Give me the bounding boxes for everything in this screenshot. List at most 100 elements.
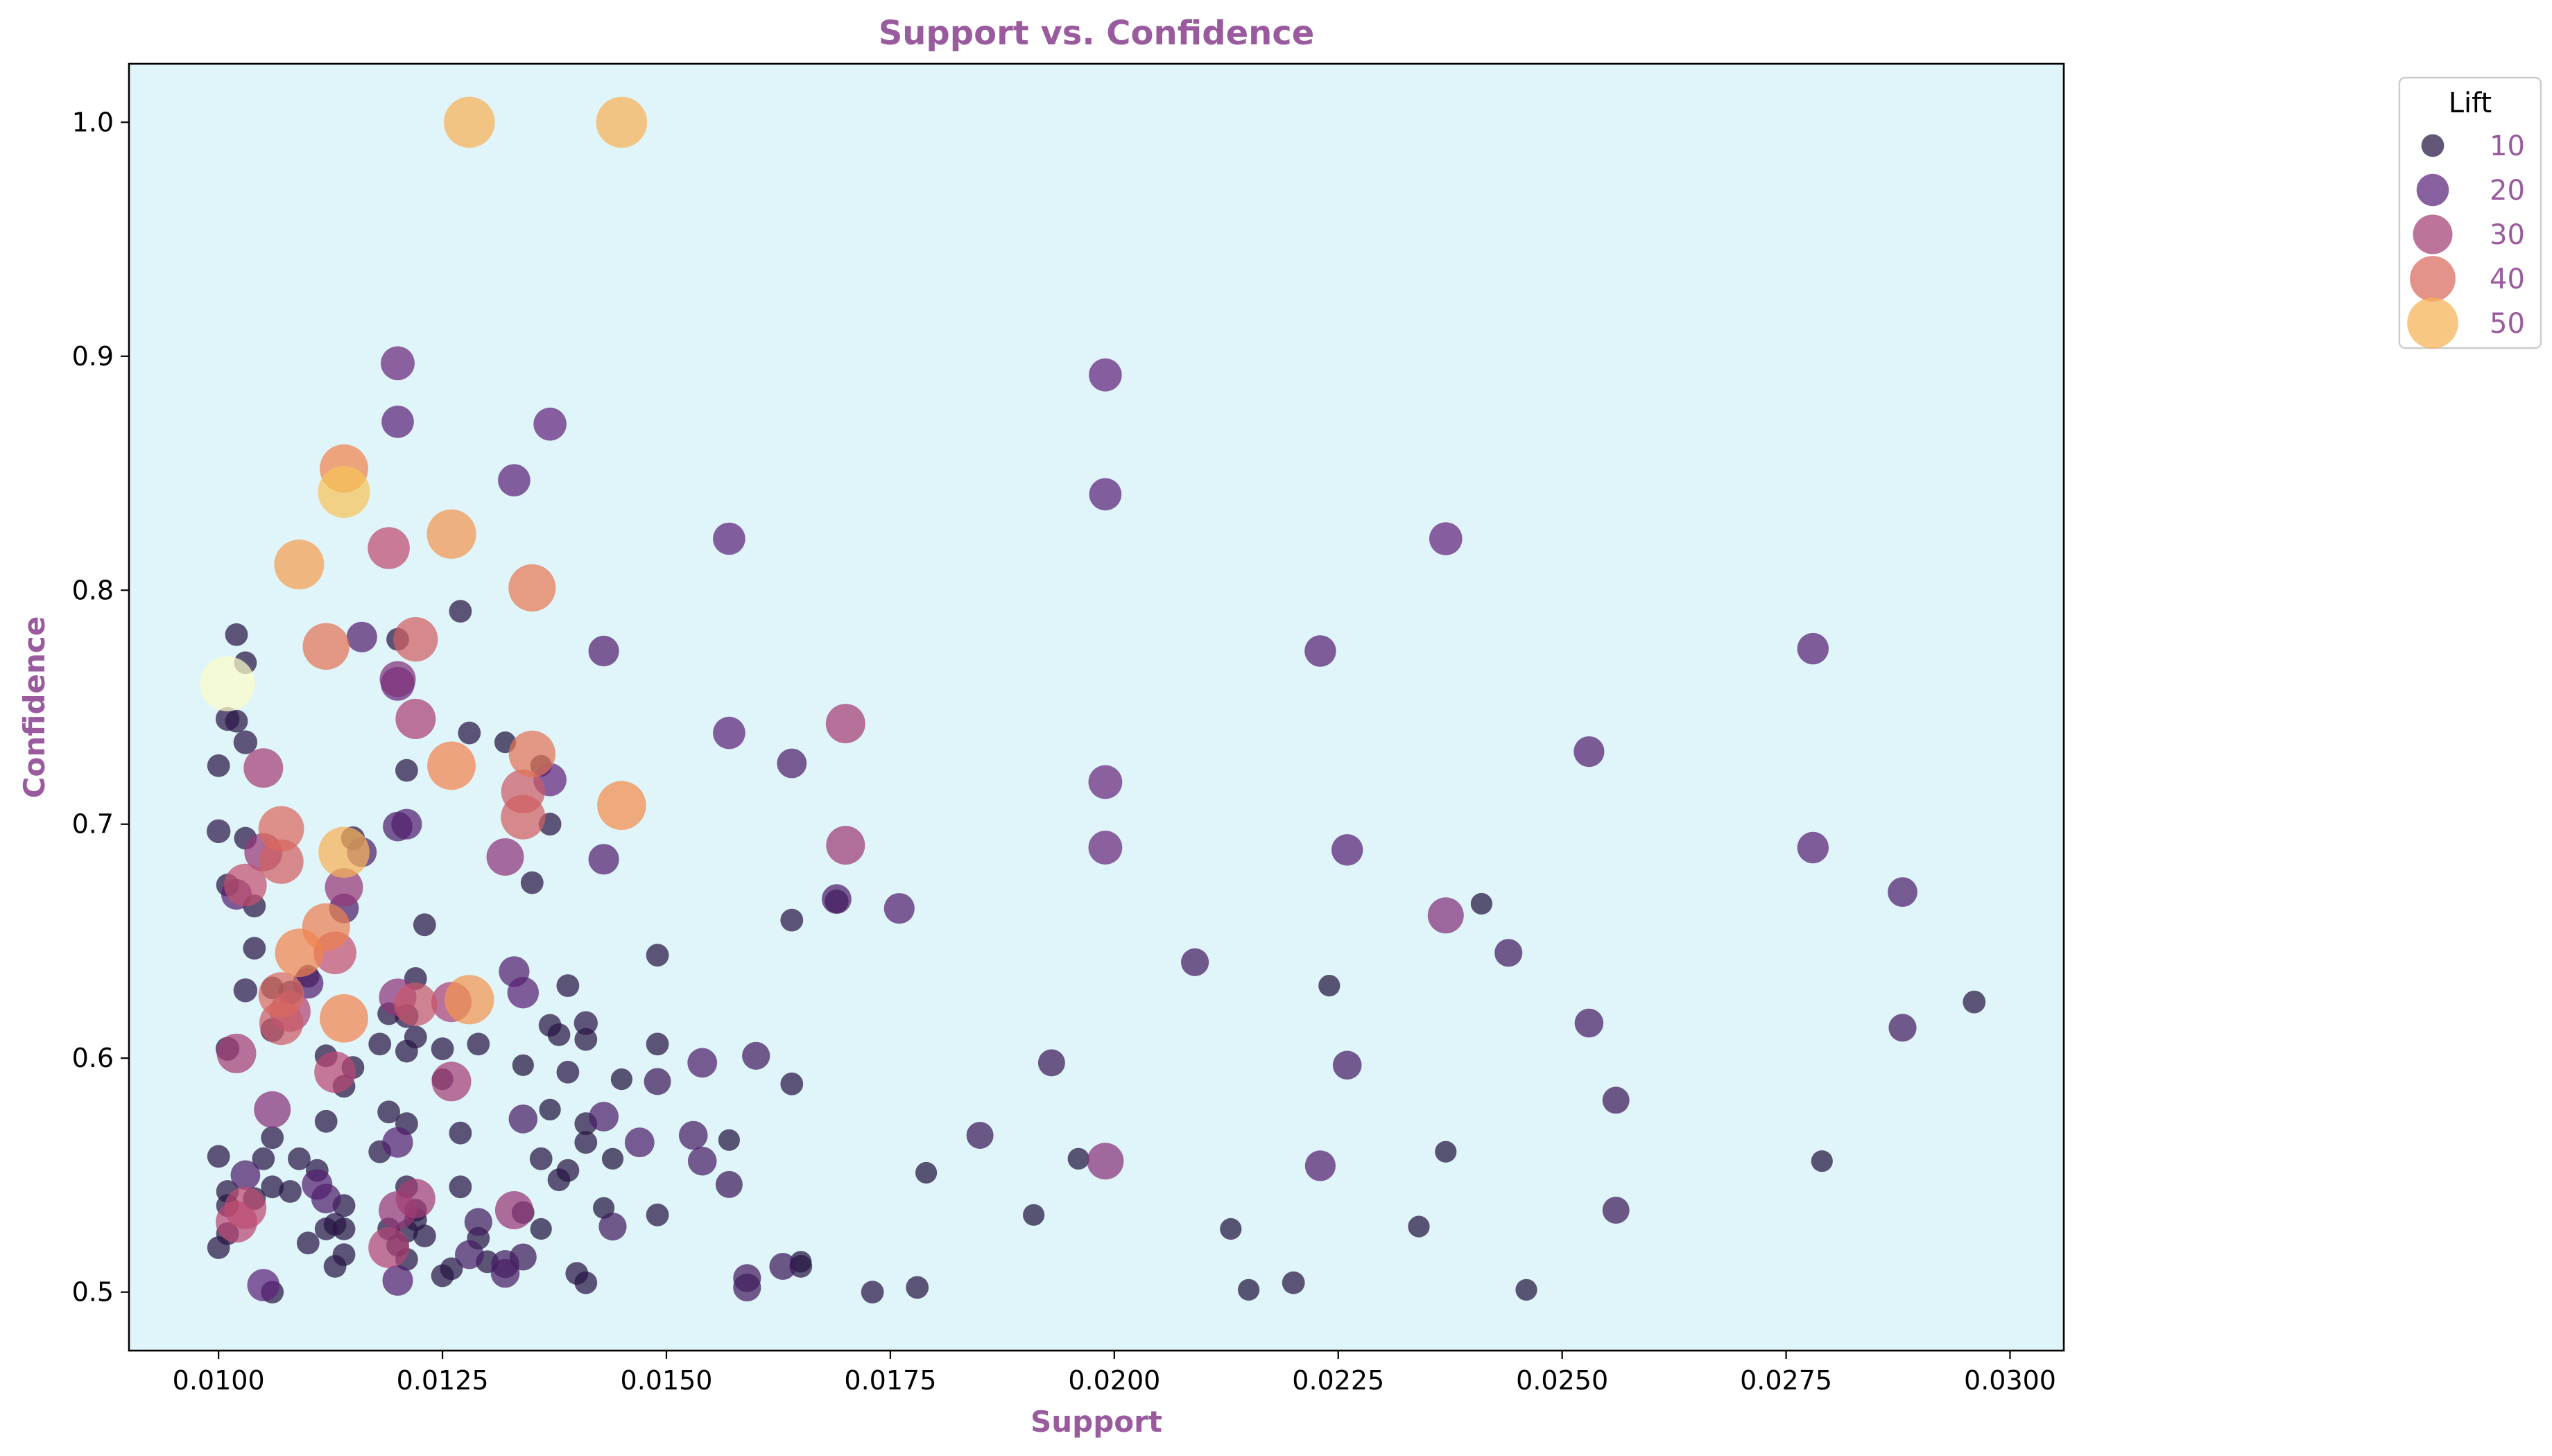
- data-point: [733, 1273, 761, 1301]
- data-point: [224, 863, 267, 907]
- data-point: [368, 1032, 392, 1056]
- data-point: [1797, 831, 1829, 864]
- data-point: [1574, 736, 1605, 768]
- data-point: [258, 806, 304, 852]
- data-point: [431, 1264, 454, 1288]
- x-tick-label: 0.0250: [1516, 1365, 1608, 1396]
- data-point: [320, 994, 368, 1043]
- data-point: [646, 1032, 669, 1056]
- legend-title: Lift: [2449, 87, 2492, 119]
- data-point: [368, 1227, 409, 1268]
- data-point: [274, 539, 325, 590]
- data-point: [1088, 765, 1123, 799]
- data-point: [644, 1068, 671, 1095]
- data-point: [713, 522, 745, 555]
- data-point: [1089, 358, 1122, 392]
- data-point: [742, 1041, 770, 1070]
- data-point: [530, 1217, 552, 1240]
- data-point: [646, 944, 669, 967]
- data-point: [431, 1061, 472, 1102]
- data-point: [501, 795, 546, 840]
- data-point: [588, 635, 619, 667]
- x-tick-label: 0.0175: [844, 1365, 936, 1396]
- data-point: [393, 617, 438, 662]
- data-point: [225, 623, 248, 646]
- data-point: [915, 1161, 938, 1184]
- data-point: [539, 1098, 561, 1120]
- legend-label: 50: [2490, 308, 2525, 340]
- y-axis-label: Confidence: [17, 616, 51, 799]
- data-point: [413, 1224, 436, 1247]
- y-tick-label: 0.9: [72, 341, 114, 372]
- data-point: [1427, 897, 1464, 934]
- data-point: [1963, 990, 1986, 1014]
- x-axis-label: Support: [1031, 1405, 1162, 1439]
- data-point: [574, 1271, 598, 1294]
- legend-marker: [2416, 173, 2449, 207]
- data-point: [449, 1121, 472, 1145]
- data-point: [346, 621, 377, 652]
- data-point: [822, 884, 852, 915]
- data-point: [377, 1100, 400, 1124]
- data-point: [314, 1051, 356, 1093]
- data-point: [275, 928, 324, 978]
- data-point: [1797, 632, 1829, 665]
- data-point: [589, 1102, 619, 1132]
- data-point: [394, 982, 438, 1026]
- data-point: [777, 748, 807, 779]
- x-tick-label: 0.0150: [621, 1365, 713, 1396]
- data-point: [449, 1175, 472, 1199]
- data-point: [395, 1179, 436, 1219]
- data-point: [498, 464, 531, 496]
- data-point: [1318, 975, 1340, 997]
- data-point: [279, 1180, 302, 1203]
- data-point: [1408, 1215, 1430, 1238]
- data-point: [547, 1023, 571, 1046]
- data-point: [780, 908, 804, 932]
- data-point: [464, 1208, 492, 1236]
- data-point: [574, 1011, 598, 1035]
- data-point: [1304, 1150, 1336, 1181]
- data-point: [520, 871, 544, 894]
- data-point: [601, 1147, 624, 1170]
- data-point: [624, 1127, 655, 1158]
- data-point: [395, 759, 418, 782]
- data-point: [431, 1037, 454, 1061]
- data-point: [261, 1175, 284, 1199]
- data-point: [597, 781, 646, 830]
- data-point: [1574, 1008, 1604, 1038]
- data-point: [467, 1032, 490, 1056]
- chart-title: Support vs. Confidence: [879, 14, 1315, 53]
- data-point: [247, 1269, 280, 1301]
- data-point: [233, 730, 258, 754]
- data-point: [1332, 1050, 1362, 1080]
- data-point: [529, 1147, 553, 1170]
- data-points: [200, 96, 1986, 1303]
- data-point: [445, 975, 494, 1025]
- data-point: [449, 600, 472, 623]
- data-point: [395, 698, 436, 739]
- data-point: [216, 1033, 257, 1073]
- data-point: [1602, 1197, 1630, 1224]
- x-tick-label: 0.0300: [1964, 1365, 2056, 1396]
- data-point: [207, 1236, 230, 1259]
- data-point: [254, 1091, 291, 1128]
- data-point: [381, 406, 414, 438]
- data-point: [200, 656, 255, 711]
- data-point: [391, 808, 422, 840]
- data-point: [1088, 831, 1123, 865]
- data-point: [332, 1217, 356, 1240]
- data-point: [646, 1203, 669, 1227]
- data-point: [547, 1168, 571, 1192]
- y-tick-label: 1.0: [72, 107, 114, 137]
- x-tick-label: 0.0125: [397, 1365, 489, 1396]
- data-point: [1087, 1143, 1124, 1180]
- data-point: [382, 1265, 413, 1296]
- data-point: [381, 346, 415, 381]
- data-point: [258, 972, 304, 1018]
- x-tick-label: 0.0100: [173, 1365, 265, 1396]
- data-point: [368, 527, 410, 569]
- data-point: [252, 1147, 275, 1170]
- legend-marker: [2410, 256, 2456, 302]
- data-point: [1181, 948, 1209, 976]
